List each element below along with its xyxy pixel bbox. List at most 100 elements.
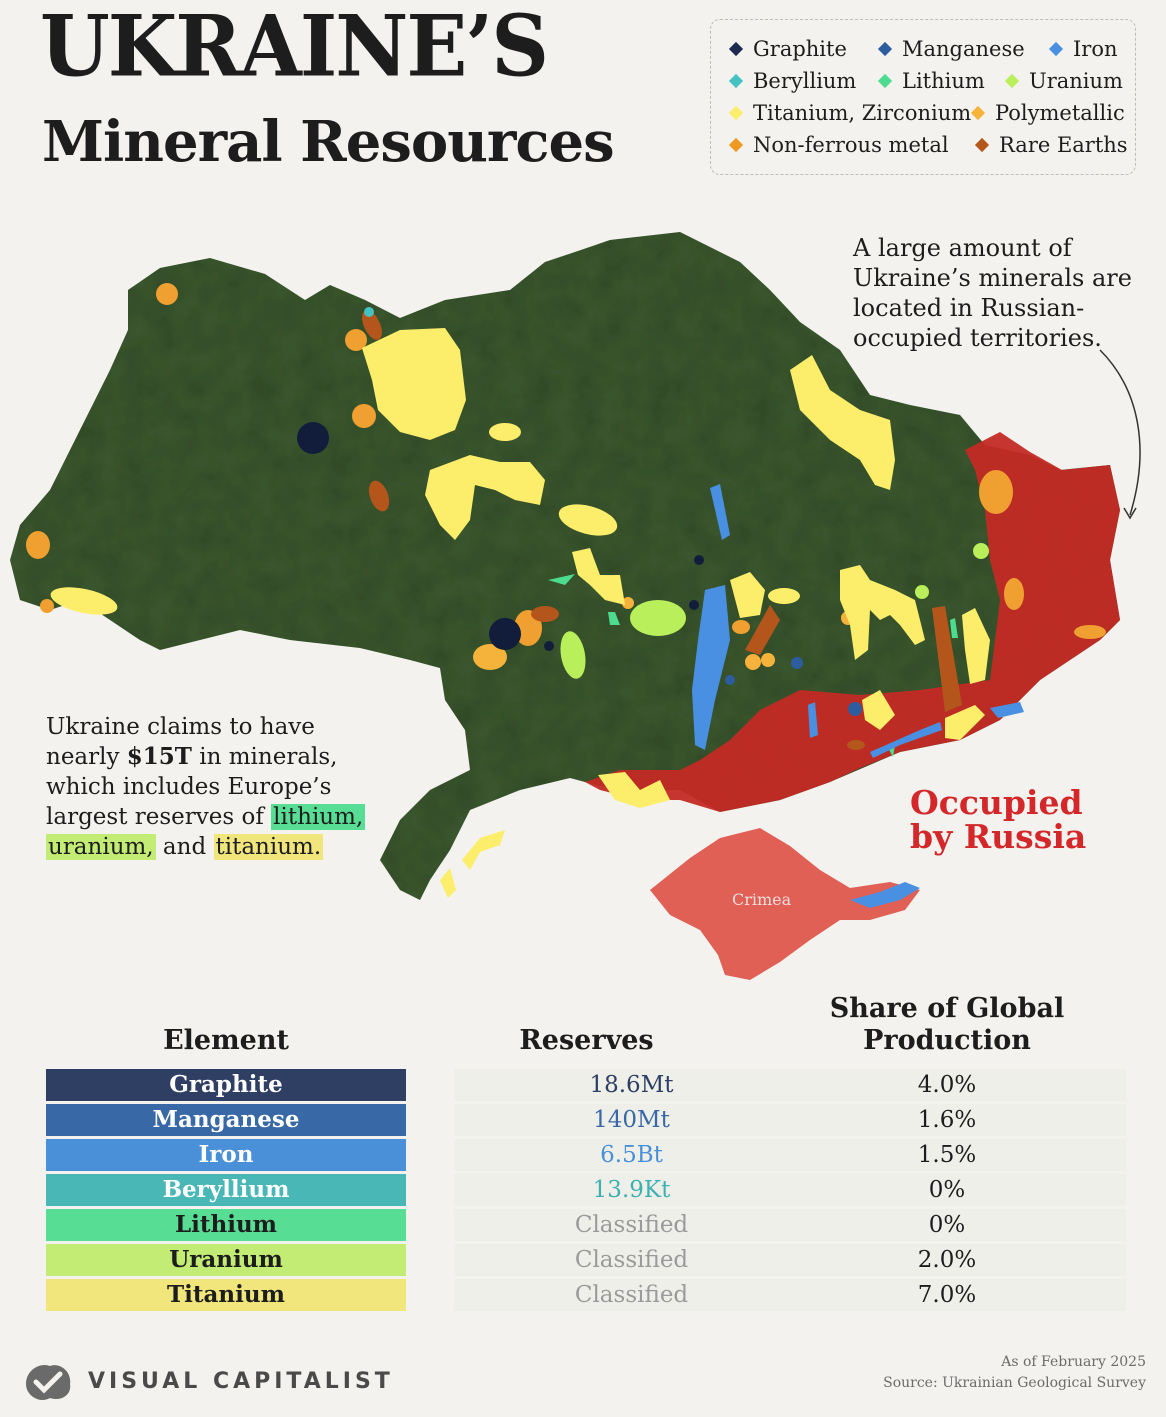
deposit [862,690,895,730]
legend-item-lithium: Lithium [877,69,985,93]
titanium-diamond-icon [728,105,744,121]
polymetallic-diamond-icon [970,105,986,121]
occupied-label: Occupied by Russia [910,786,1086,854]
graphite-diamond-icon [728,41,744,57]
legend-label: Uranium [1029,69,1123,93]
deposit [558,504,618,536]
legend-label: Rare Earths [999,133,1128,157]
highlight-uranium: uranium, [46,834,156,860]
header-share-line: Production [863,1025,1031,1056]
table-row: Lithium Classified 0% [46,1209,1126,1241]
crimea [650,828,920,980]
legend-item-graphite: Graphite [728,37,847,61]
claim-amount: $15T [126,743,192,770]
element-cell: Titanium [46,1279,406,1311]
deposit [950,618,958,638]
deposit [40,599,54,613]
deposit [50,587,118,615]
lithium-diamond-icon [877,73,893,89]
legend-label: Polymetallic [995,101,1125,125]
deposit [1074,625,1106,639]
deposit [368,480,390,512]
legend-item-rare-earths: Rare Earths [974,133,1128,157]
header-element: Element [163,1025,289,1056]
deposit [531,606,559,622]
legend-label: Manganese [902,37,1025,61]
occupied-note: A large amount of Ukraine’s minerals are… [853,234,1132,352]
table-row: Graphite 18.6Mt 4.0% [46,1069,1126,1101]
deposit [848,702,862,716]
manganese-diamond-icon [877,41,893,57]
table-row: Uranium Classified 2.0% [46,1244,1126,1276]
deposit [156,283,178,305]
deposit [768,588,800,604]
reserves-cell: 18.6Mt [454,1069,809,1101]
deposit [362,328,466,440]
source-note: Source: Ukrainian Geological Survey [883,1375,1146,1391]
share-cell: 0% [768,1209,1126,1241]
share-cell: 1.6% [768,1104,1126,1136]
deposit [560,631,586,679]
deposit [962,608,990,684]
nonferrous-diamond-icon [728,137,744,153]
legend-item-nonferrous: Non-ferrous metal [728,133,949,157]
element-cell: Iron [46,1139,406,1171]
reserves-cell: Classified [454,1279,809,1311]
deposit [840,565,925,660]
legend-label: Non-ferrous metal [753,133,949,157]
header-reserves: Reserves [519,1025,654,1056]
share-cell: 2.0% [768,1244,1126,1276]
iron-diamond-icon [1048,41,1064,57]
claim-text: Ukraine claims to have nearly [46,714,315,770]
deposit [692,585,730,750]
share-cell: 7.0% [768,1279,1126,1311]
deposit [608,612,620,625]
deposit [364,307,374,317]
share-cell: 4.0% [768,1069,1126,1101]
highlight-titanium: titanium. [213,834,324,860]
deposit [732,620,750,634]
ukraine-map [10,232,1141,980]
claim-note: Ukraine claims to have nearly $15T in mi… [46,712,376,862]
table-row: Manganese 140Mt 1.6% [46,1104,1126,1136]
deposit [973,543,989,559]
deposit [745,654,761,670]
deposit [489,423,521,441]
reserves-cell: Classified [454,1244,809,1276]
element-cell: Lithium [46,1209,406,1241]
deposit [489,618,521,650]
deposit [689,600,699,610]
table-row: Iron 6.5Bt 1.5% [46,1139,1126,1171]
deposit [745,605,780,655]
legend-label: Graphite [753,37,847,61]
legend-item-iron: Iron [1048,37,1118,61]
legend-label: Iron [1073,37,1118,61]
deposit [425,455,545,540]
visual-capitalist-logo-icon [26,1364,71,1401]
deposit [730,572,765,618]
deposit [297,422,329,454]
header-share-line: Share of Global [829,993,1065,1024]
claim-text: in minerals, which includes Europe’s lar… [46,744,338,830]
deposit [725,675,735,685]
deposit [352,404,376,428]
legend-item-uranium: Uranium [1004,69,1123,93]
deposit [790,355,895,490]
legend-label: Lithium [902,69,985,93]
arrowhead-icon [1123,507,1137,520]
share-cell: 1.5% [768,1139,1126,1171]
table-row: Titanium Classified 7.0% [46,1279,1126,1311]
deposit [990,702,1024,718]
legend-item-polymetallic: Polymetallic [970,101,1125,125]
deposit [945,705,985,740]
deposit [791,657,803,669]
deposit [710,484,730,540]
page-title: UKRAINE’S [40,0,549,96]
deposit [808,702,818,738]
legend: Graphite Manganese Iron Beryllium Lithiu… [710,19,1136,175]
legend-item-manganese: Manganese [877,37,1025,61]
deposit [26,531,50,559]
brand-name: VISUAL CAPITALIST [88,1369,394,1394]
occupied-territory [585,432,1120,812]
occupied-label-line: by Russia [910,817,1087,856]
